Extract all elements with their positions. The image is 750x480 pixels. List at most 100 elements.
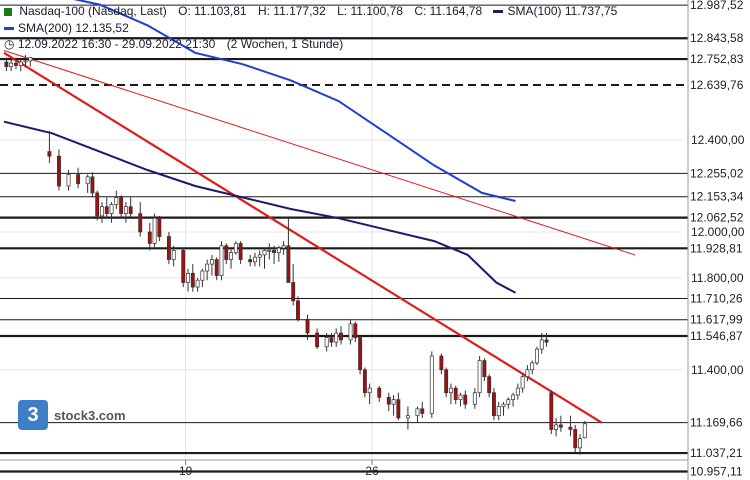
y-tick-label: 12.400,00 bbox=[691, 133, 745, 147]
candle bbox=[181, 249, 186, 283]
candle bbox=[186, 272, 190, 283]
y-tick-label: 11.800,00 bbox=[691, 271, 744, 285]
candle bbox=[415, 408, 420, 417]
legend-period: 12.09.2022 16:30 - 29.09.2022 21:30 bbox=[17, 37, 216, 51]
candle bbox=[520, 376, 525, 389]
level-label-bg bbox=[688, 290, 750, 307]
candle bbox=[515, 387, 520, 396]
candle bbox=[248, 259, 253, 263]
level-label-bg bbox=[688, 240, 750, 257]
candle bbox=[85, 176, 90, 185]
candle bbox=[315, 332, 320, 348]
candle bbox=[272, 249, 277, 253]
candle bbox=[582, 423, 587, 439]
candle bbox=[305, 318, 310, 334]
candle bbox=[14, 62, 18, 66]
candle bbox=[453, 387, 458, 400]
horizontal-levels bbox=[0, 4, 688, 473]
candles bbox=[4, 55, 587, 455]
candle bbox=[420, 408, 425, 414]
level-label-bg bbox=[688, 445, 750, 462]
candle bbox=[166, 236, 171, 260]
candle bbox=[530, 362, 535, 371]
candle bbox=[405, 415, 410, 419]
candle-legend-icon bbox=[4, 7, 12, 16]
candle bbox=[128, 206, 133, 214]
candle bbox=[123, 206, 128, 214]
candle bbox=[535, 348, 539, 364]
candle bbox=[109, 204, 114, 214]
candle bbox=[448, 387, 453, 394]
level-label: 12.062,52 bbox=[690, 211, 744, 225]
candle bbox=[501, 403, 506, 407]
candle bbox=[114, 197, 119, 205]
level-label: 11.169,66 bbox=[690, 416, 743, 430]
level-label: 12.639,76 bbox=[690, 78, 744, 92]
candle bbox=[262, 249, 267, 256]
candle bbox=[171, 249, 176, 260]
candle bbox=[209, 259, 214, 265]
trendline bbox=[3, 50, 636, 256]
level-label-bg bbox=[688, 328, 750, 345]
candle bbox=[119, 197, 124, 214]
stock3-logo-text: stock3.com bbox=[54, 407, 126, 423]
candle bbox=[463, 394, 468, 405]
candle bbox=[487, 376, 492, 394]
level-label: 12.843,58 bbox=[690, 31, 744, 45]
candle bbox=[544, 339, 549, 343]
candle bbox=[200, 270, 205, 281]
legend-close: C: 11.164,78 bbox=[414, 4, 483, 18]
candle bbox=[76, 174, 81, 185]
candle bbox=[195, 279, 200, 288]
candle bbox=[90, 176, 95, 194]
candle bbox=[362, 369, 367, 394]
legend-row-2: SMA(200) 12.135,52 bbox=[4, 21, 129, 35]
candle bbox=[190, 272, 195, 288]
candle bbox=[138, 213, 143, 233]
trendline bbox=[3, 51, 603, 424]
candle bbox=[458, 394, 463, 400]
candle bbox=[233, 243, 238, 253]
candle bbox=[152, 217, 157, 244]
candle bbox=[219, 245, 224, 276]
candle bbox=[229, 252, 233, 260]
candle bbox=[214, 259, 219, 276]
candle bbox=[104, 206, 109, 214]
candle bbox=[157, 217, 162, 237]
level-label: 11.617,99 bbox=[690, 313, 743, 327]
candle bbox=[554, 424, 559, 430]
candle bbox=[18, 61, 23, 66]
level-label-bg bbox=[688, 77, 750, 94]
legend-high: H: 11.177,32 bbox=[257, 4, 326, 18]
candle bbox=[57, 155, 61, 187]
grid bbox=[0, 0, 682, 460]
legend-sma200-label: SMA(200) bbox=[18, 21, 73, 35]
legend-span: (2 Wochen, 1 Stunde) bbox=[226, 37, 344, 51]
candle bbox=[267, 249, 272, 252]
level-label: 11.037,21 bbox=[690, 446, 743, 460]
clock-icon: ◷ bbox=[4, 37, 15, 51]
sma100-swatch-icon bbox=[493, 10, 504, 14]
candle bbox=[28, 57, 33, 62]
level-label: 10.957,11 bbox=[690, 464, 743, 478]
sma200-swatch-icon bbox=[4, 27, 14, 31]
legend-row-3: ◷ 12.09.2022 16:30 - 29.09.2022 21:30 (2… bbox=[4, 37, 343, 51]
legend-low: L: 11.100,78 bbox=[337, 4, 403, 18]
level-label-bg bbox=[688, 463, 750, 480]
level-label-bg bbox=[688, 30, 750, 47]
candle bbox=[396, 399, 401, 419]
stock3-logo: 3 stock3.com bbox=[18, 400, 126, 430]
legend-sma100-label: SMA(100) bbox=[507, 4, 562, 18]
candle bbox=[205, 263, 210, 272]
level-label: 12.752,83 bbox=[690, 52, 744, 66]
candle bbox=[324, 337, 329, 348]
y-tick-label: 12.000,00 bbox=[691, 225, 745, 239]
candle bbox=[511, 394, 516, 400]
legend-open: O: 11.103,81 bbox=[178, 4, 247, 18]
level-label: 12.153,34 bbox=[690, 190, 744, 204]
candle bbox=[348, 323, 353, 341]
candle bbox=[386, 396, 391, 405]
candle bbox=[482, 360, 487, 378]
